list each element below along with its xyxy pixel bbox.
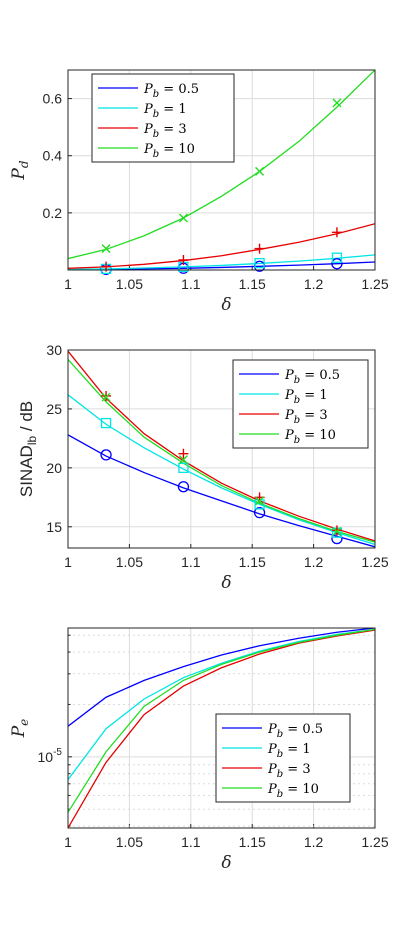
series-line-1 [68,434,375,548]
series-line-3 [68,629,375,828]
series-line-2 [68,628,375,780]
y-tick-label: 15 [46,519,62,535]
marker-circle [100,449,112,461]
series-line-1 [68,261,375,270]
x-tick-label: 1.25 [361,276,388,292]
y-tick-label: 0.4 [43,148,63,164]
marker-cross [332,98,342,108]
y-tick-label: 20 [46,460,62,476]
x-tick-label: 1 [64,276,72,292]
y-tick-label: 25 [46,401,62,417]
chart-3: 1 1.05 1.1 1.15 1.2 1.25 10-5 δ Pe Pb = 0.5 Pb = 1… [9,627,389,873]
series-line-1 [68,628,375,727]
x-tick-label: 1.2 [304,834,324,850]
x-axis-label: δ [221,295,231,315]
x-tick-label: 1.05 [116,554,143,570]
legend-entry: Pb = 10 [143,142,195,160]
axes-frame [67,349,376,549]
marker-square [254,257,265,269]
marker-plus [254,243,265,254]
marker-plus [178,255,189,265]
legend: Pb = 0.5 Pb = 1 Pb = 3 Pb = 10 [91,73,235,163]
legend-entry: Pb = 0.5 [267,722,323,740]
series-line-3 [68,350,375,542]
legend-entry: Pb = 1 [284,388,328,406]
legend-entry: Pb = 0.5 [284,368,340,386]
x-tick-label: 1.2 [304,276,324,292]
legend-entry: Pb = 3 [267,762,311,780]
series-line-2 [68,254,375,270]
marker-plus [331,525,342,536]
legend-entry: Pb = 3 [284,408,328,426]
x-tick-label: 1.05 [116,834,143,850]
y-axis-label: SINADlb / dB [17,401,39,497]
marker-cross [255,496,265,506]
marker-cross [255,166,265,176]
marker-cross [332,527,342,536]
legend-box [215,713,351,803]
legend: Pb = 0.5 Pb = 1 Pb = 3 Pb = 10 [232,359,369,449]
marker-plus [331,227,342,238]
series-line-4 [68,628,375,813]
x-tick-label: 1.15 [239,834,266,850]
marker-circle [177,481,190,493]
marker-square [100,417,112,429]
legend-box [232,359,369,449]
marker-square [331,252,343,263]
legend-entry: Pb = 1 [267,742,311,760]
y-tick-label: 0.6 [43,91,63,107]
marker-cross [101,392,111,402]
legend-entry: Pb = 0.5 [143,82,199,100]
series-line-2 [68,394,375,546]
x-tick-label: 1.25 [361,834,388,850]
legend-entry: Pb = 1 [143,102,187,120]
marker-cross [101,244,111,254]
marker-circle [331,258,343,270]
chart-2: 1 1.05 1.1 1.15 1.2 1.25 15 20 25 30 δ SINADlb / dB… [17,342,389,593]
x-tick-label: 1 [64,834,72,850]
series-line-4 [68,70,375,260]
x-tick-label: 1.25 [361,554,388,570]
x-tick-label: 1.1 [181,276,201,292]
y-tick-label: 0.2 [43,205,63,221]
marker-cross [178,213,188,223]
x-axis-label: δ [221,573,231,593]
x-tick-label: 1.15 [239,276,266,292]
x-tick-label: 1.05 [116,276,143,292]
series-line-4 [68,358,375,543]
legend-entry: Pb = 3 [143,122,187,140]
x-tick-label: 1.1 [181,834,201,850]
x-tick-label: 1.15 [239,554,266,570]
y-tick-label: 30 [46,342,62,358]
y-axis-label: Pe [9,719,31,739]
axes-frame [67,627,376,829]
y-tick-label: 10-5 [38,747,63,765]
marker-plus [101,390,112,401]
y-axis-label: Pd [9,160,31,180]
marker-plus [178,448,189,459]
marker-square [178,462,189,474]
legend-entry: Pb = 10 [284,428,336,446]
x-tick-label: 1 [64,554,72,570]
x-tick-label: 1.1 [181,554,201,570]
legend-entry: Pb = 10 [267,782,319,800]
legend: Pb = 0.5 Pb = 1 Pb = 3 Pb = 10 [215,713,351,803]
x-axis-label: δ [221,853,231,873]
x-tick-label: 1.2 [304,554,324,570]
series-line-3 [68,223,375,269]
marker-cross [178,455,188,465]
marker-circle [253,506,266,519]
legend-box [91,73,235,163]
axes-frame [67,69,376,271]
